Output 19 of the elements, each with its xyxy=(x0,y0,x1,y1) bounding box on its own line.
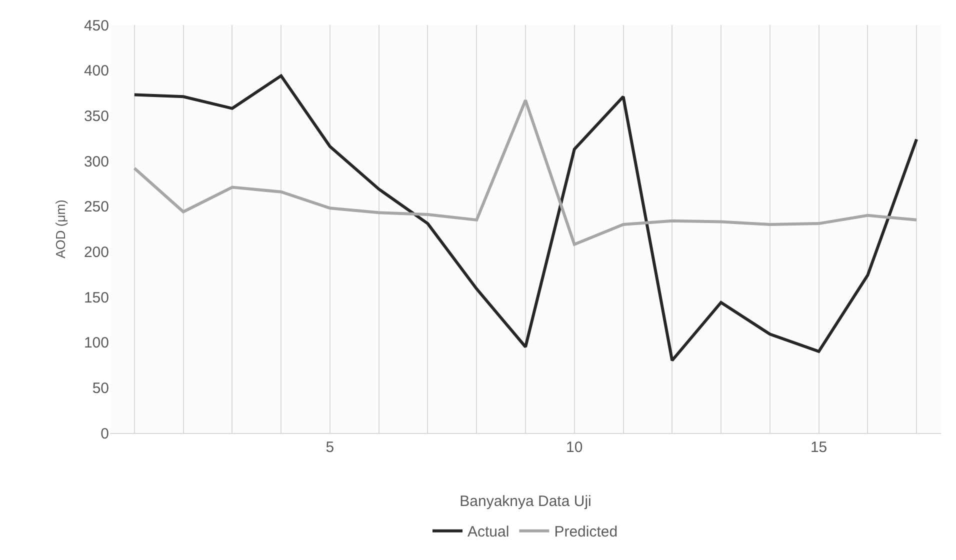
x-axis-title: Banyaknya Data Uji xyxy=(460,493,592,510)
x-tick-label: 15 xyxy=(810,439,828,456)
y-tick-label: 350 xyxy=(84,108,109,125)
y-axis-title: AOD (μm) xyxy=(52,200,68,258)
y-tick-label: 250 xyxy=(84,198,109,216)
y-tick-label: 300 xyxy=(84,153,109,170)
y-tick-label: 0 xyxy=(100,425,109,442)
legend-label: Actual xyxy=(468,524,510,541)
x-tick-label: 10 xyxy=(566,439,583,456)
y-tick-label: 50 xyxy=(92,380,109,397)
y-tick-label: 150 xyxy=(84,289,109,306)
line-series xyxy=(132,74,918,362)
x-tick-label: 5 xyxy=(326,439,334,456)
line-series xyxy=(132,98,918,246)
y-tick-label: 450 xyxy=(84,17,109,34)
legend-label: Predicted xyxy=(554,524,618,541)
y-tick-label: 100 xyxy=(84,334,109,352)
y-tick-label: 200 xyxy=(84,244,109,261)
y-tick-label: 400 xyxy=(84,62,109,80)
